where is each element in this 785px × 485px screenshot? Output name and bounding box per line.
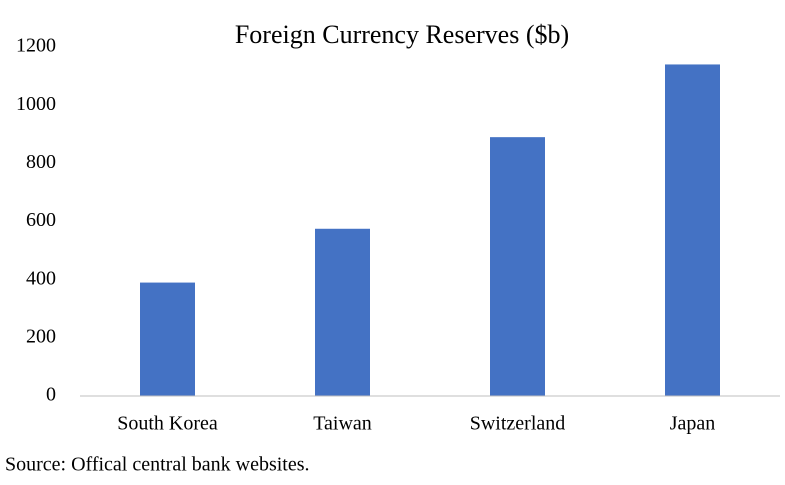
y-tick-label: 0 xyxy=(46,384,56,406)
y-tick-label: 800 xyxy=(26,151,56,173)
y-tick-label: 400 xyxy=(26,267,56,289)
y-tick-label: 1000 xyxy=(16,93,56,115)
x-tick-label: South Korea xyxy=(117,413,218,435)
bar xyxy=(490,137,545,397)
bar xyxy=(315,228,370,396)
bar xyxy=(665,64,720,396)
x-tick-label: Japan xyxy=(670,413,716,435)
chart-title: Foreign Currency Reserves ($b) xyxy=(235,20,569,49)
y-tick-label: 200 xyxy=(26,325,56,347)
bar xyxy=(140,282,195,396)
x-tick-label: Taiwan xyxy=(313,413,372,435)
y-tick-label: 600 xyxy=(26,209,56,231)
source-note: Source: Offical central bank websites. xyxy=(5,454,310,476)
y-tick-label: 1200 xyxy=(16,35,56,57)
x-tick-label: Switzerland xyxy=(470,413,566,435)
